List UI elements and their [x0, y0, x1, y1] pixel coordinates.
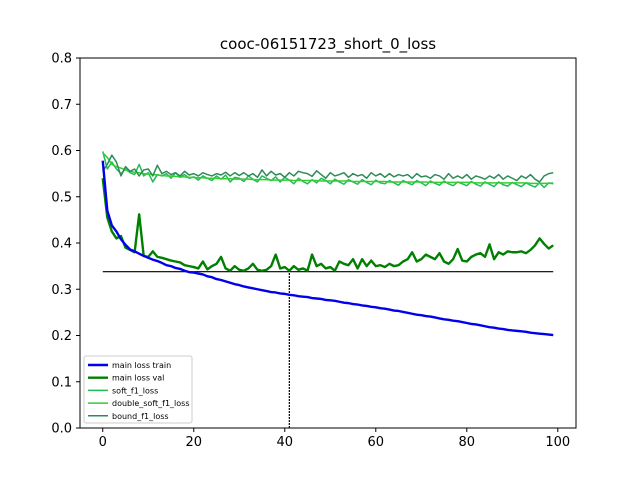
series-line-soft-f1-loss — [102, 151, 554, 189]
x-tick-label: 0 — [99, 435, 107, 450]
chart-title: cooc-06151723_short_0_loss — [220, 35, 436, 54]
y-tick-label: 0.3 — [51, 283, 72, 298]
plot-area — [101, 151, 554, 428]
x-tick-label: 60 — [368, 435, 385, 450]
x-tick-label: 40 — [276, 435, 293, 450]
legend: main loss train main loss val soft_f1_loss… — [83, 355, 193, 424]
series-line-bound-f1-loss — [102, 154, 554, 183]
y-tick-label: 0.0 — [51, 422, 72, 437]
x-axis: 0 20 40 60 80 100 — [99, 428, 570, 450]
y-tick-label: 0.1 — [51, 375, 72, 390]
x-tick-label: 80 — [459, 435, 476, 450]
legend-box — [83, 355, 193, 424]
series-line-main-loss-train — [101, 160, 554, 337]
legend-label: soft_f1_loss — [112, 386, 158, 395]
y-axis: 0.0 0.1 0.2 0.3 0.4 0.5 0.6 0.7 0.8 — [51, 52, 80, 437]
y-tick-label: 0.5 — [51, 190, 72, 205]
series-line-main-loss-val — [101, 178, 554, 272]
y-tick-label: 0.2 — [51, 329, 72, 344]
y-tick-label: 0.8 — [51, 52, 72, 67]
legend-label: main loss train — [112, 361, 171, 370]
y-tick-label: 0.7 — [51, 98, 72, 113]
series-line-double-soft-f1-loss — [102, 152, 554, 185]
y-tick-label: 0.4 — [51, 237, 72, 252]
legend-label: double_soft_f1_loss — [112, 399, 190, 408]
x-tick-label: 20 — [185, 435, 202, 450]
legend-label: main loss val — [112, 374, 164, 383]
legend-label: bound_f1_loss — [112, 412, 169, 421]
x-tick-label: 100 — [545, 435, 570, 450]
y-tick-label: 0.6 — [51, 144, 72, 159]
